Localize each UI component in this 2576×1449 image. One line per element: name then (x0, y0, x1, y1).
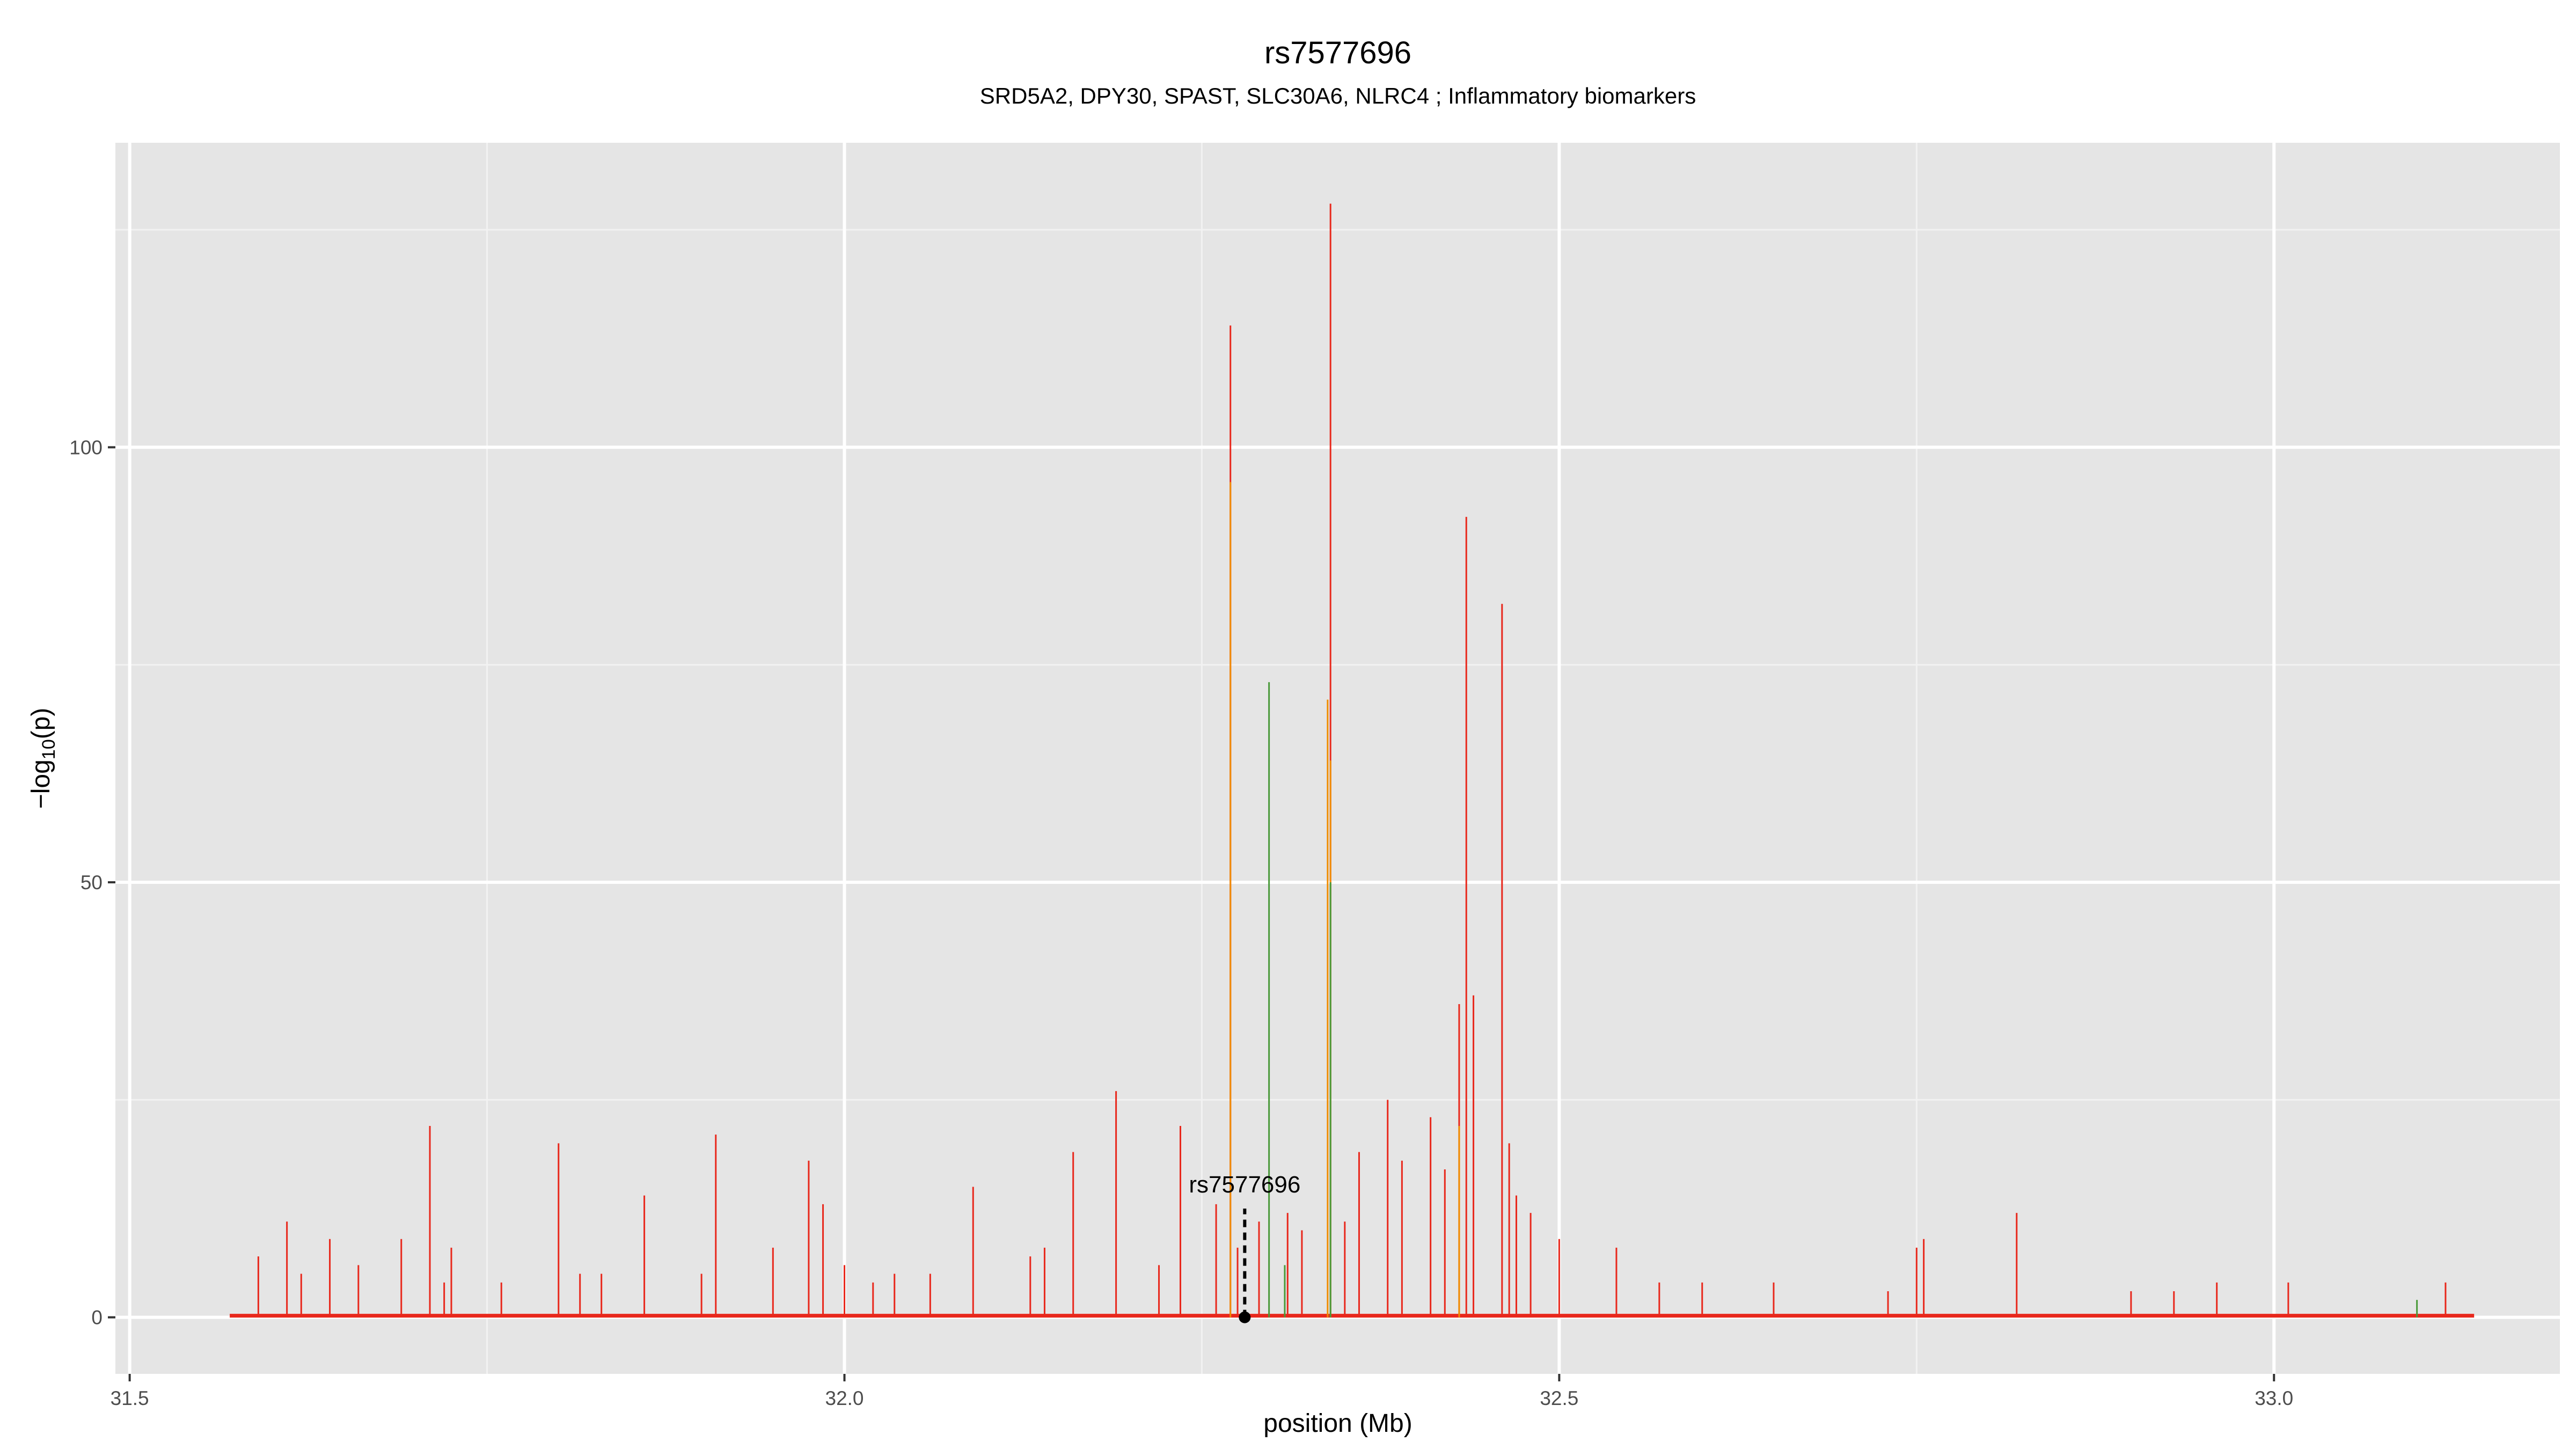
plot-panel (115, 143, 2560, 1374)
annotation-point (1239, 1311, 1251, 1323)
y-axis-label-sub: 10 (39, 739, 59, 759)
y-axis: 0 50 100 (69, 436, 115, 1329)
y-tick-label: 0 (91, 1307, 103, 1329)
x-axis-label: position (Mb) (1263, 1409, 1412, 1438)
x-tick-label: 31.5 (111, 1387, 149, 1409)
series-layer (230, 203, 2475, 1318)
series-green (1268, 682, 2418, 1318)
minor-gridlines (115, 143, 2560, 1374)
chart-subtitle: SRD5A2, DPY30, SPAST, SLC30A6, NLRC4 ; I… (980, 83, 1696, 108)
y-tick-label: 100 (69, 436, 103, 458)
y-axis-label: −log10(p) (27, 708, 59, 809)
x-axis: 31.5 32.0 32.5 33.0 (111, 1374, 2293, 1409)
x-tick-label: 32.5 (1540, 1387, 1578, 1409)
annotation-layer: rs7577696 (1189, 1172, 1300, 1323)
y-axis-label-main: −log (27, 759, 55, 809)
y-tick-label: 50 (80, 872, 103, 894)
x-tick-label: 33.0 (2255, 1387, 2293, 1409)
annotation-label: rs7577696 (1189, 1172, 1300, 1198)
x-tick-label: 32.0 (825, 1387, 864, 1409)
y-axis-label-end: (p) (27, 708, 55, 740)
chart-title: rs7577696 (1264, 35, 1411, 70)
